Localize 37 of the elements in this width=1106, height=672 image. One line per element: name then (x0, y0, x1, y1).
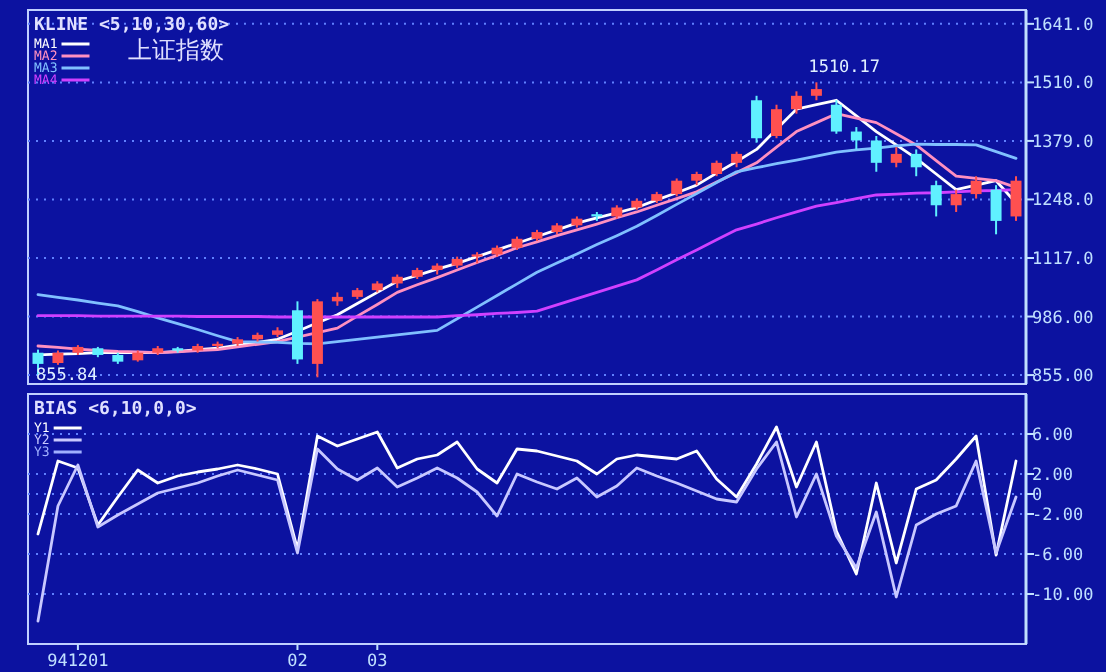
candlestick (751, 94, 763, 144)
y-tick-label: 1117.0 (1032, 249, 1094, 270)
line-series (36, 425, 1018, 576)
line-series (36, 142, 1018, 346)
candlestick (830, 99, 842, 135)
y-tick-label: -6.00 (1032, 546, 1084, 566)
y-tick-label: 1641.0 (1032, 15, 1094, 36)
y-tick-label: 1379.0 (1032, 132, 1094, 153)
y-tick-label: 0 (1032, 486, 1043, 506)
y-tick-label: 6.00 (1032, 426, 1073, 446)
chart-title: KLINE <5,10,30,60> (34, 16, 231, 36)
chart-title: BIAS <6,10,0,0> (34, 400, 198, 420)
candlestick (930, 179, 942, 218)
candlestick (950, 188, 962, 213)
annotation: 855.84 (36, 366, 98, 386)
candlestick (790, 90, 802, 115)
candlestick (890, 146, 902, 169)
candlestick (850, 126, 862, 151)
candlestick (771, 103, 782, 140)
y-tick-label: 2.00 (1032, 466, 1073, 486)
annotation: 上证指数 (128, 36, 224, 64)
annotation: 1510.17 (808, 58, 881, 79)
candlestick (970, 175, 982, 200)
y-tick-label: -2.00 (1032, 506, 1084, 526)
line-series (36, 440, 1018, 623)
y-tick-label: 855.00 (1032, 367, 1094, 388)
candlestick (870, 135, 882, 173)
candlestick (910, 148, 922, 178)
x-tick-label: 02 (287, 652, 308, 672)
candlestick (990, 184, 1002, 236)
y-tick-label: 986.00 (1032, 308, 1094, 329)
y-tick-label: 1248.0 (1032, 191, 1094, 212)
x-tick-label: 03 (367, 652, 388, 672)
y-tick-label: 1510.0 (1032, 74, 1094, 95)
candlestick (1010, 175, 1022, 222)
x-tick-label: 941201 (47, 652, 109, 672)
y-tick-label: -10.00 (1032, 586, 1094, 606)
